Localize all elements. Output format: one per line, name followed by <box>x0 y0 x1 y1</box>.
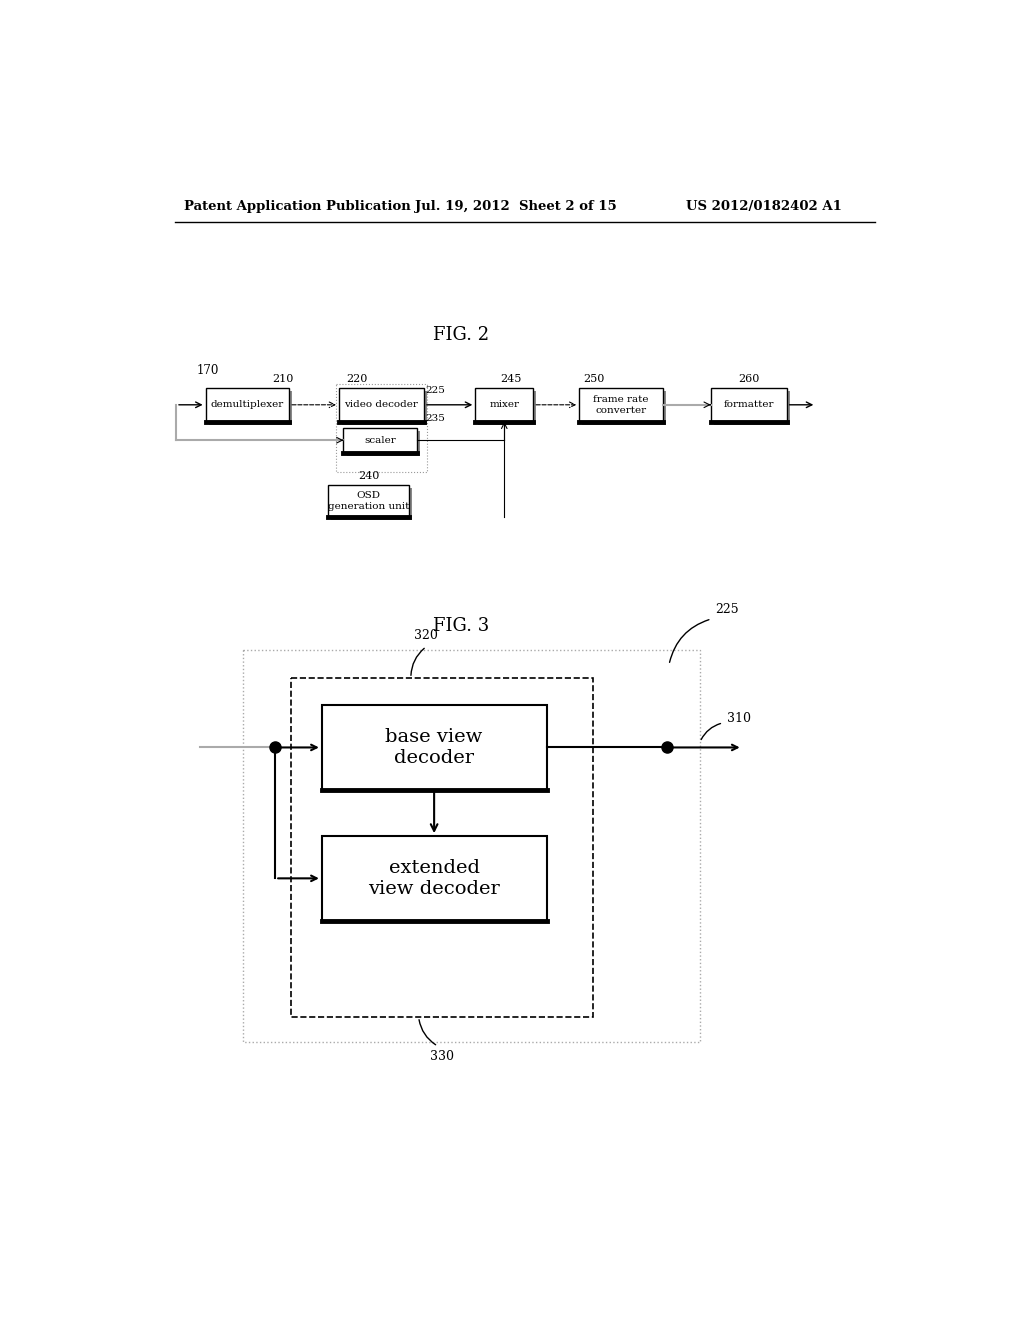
Text: video decoder: video decoder <box>344 400 419 409</box>
Bar <box>711 388 786 422</box>
Text: 220: 220 <box>346 374 368 384</box>
Bar <box>339 388 424 422</box>
Bar <box>714 391 790 425</box>
Bar <box>325 708 550 793</box>
Text: base view
decoder: base view decoder <box>385 729 482 767</box>
Text: frame rate
converter: frame rate converter <box>593 395 648 414</box>
Text: demultiplexer: demultiplexer <box>211 400 284 409</box>
Text: OSD
generation unit: OSD generation unit <box>328 491 410 511</box>
Bar <box>475 388 534 422</box>
Bar <box>342 391 427 425</box>
Bar <box>291 678 593 1016</box>
Text: mixer: mixer <box>489 400 519 409</box>
Text: FIG. 2: FIG. 2 <box>433 326 489 345</box>
Bar <box>206 388 289 422</box>
Text: 235: 235 <box>426 414 445 424</box>
Text: 225: 225 <box>716 603 739 616</box>
Bar <box>331 488 413 520</box>
Bar <box>336 384 427 471</box>
Text: extended
view decoder: extended view decoder <box>369 859 500 898</box>
Bar <box>583 391 666 425</box>
Text: 250: 250 <box>583 374 604 384</box>
Text: formatter: formatter <box>724 400 774 409</box>
Text: Jul. 19, 2012  Sheet 2 of 15: Jul. 19, 2012 Sheet 2 of 15 <box>415 199 616 213</box>
Text: scaler: scaler <box>365 436 396 445</box>
Text: 320: 320 <box>415 630 438 643</box>
Bar <box>343 428 417 453</box>
Bar <box>346 430 420 455</box>
Text: 210: 210 <box>272 374 294 384</box>
Text: 310: 310 <box>727 713 751 726</box>
Bar <box>243 649 700 1043</box>
Bar <box>328 484 410 517</box>
Text: 245: 245 <box>501 374 522 384</box>
Text: US 2012/0182402 A1: US 2012/0182402 A1 <box>686 199 842 213</box>
Bar <box>322 836 547 921</box>
Text: 170: 170 <box>197 364 218 378</box>
Text: FIG. 3: FIG. 3 <box>433 616 489 635</box>
Text: 330: 330 <box>430 1051 454 1064</box>
Bar <box>322 705 547 789</box>
Text: Patent Application Publication: Patent Application Publication <box>183 199 411 213</box>
Bar <box>325 840 550 924</box>
Bar <box>579 388 663 422</box>
Bar <box>209 391 292 425</box>
Text: 225: 225 <box>426 387 445 396</box>
Bar <box>478 391 537 425</box>
Text: 260: 260 <box>738 374 760 384</box>
Text: 240: 240 <box>358 471 379 480</box>
